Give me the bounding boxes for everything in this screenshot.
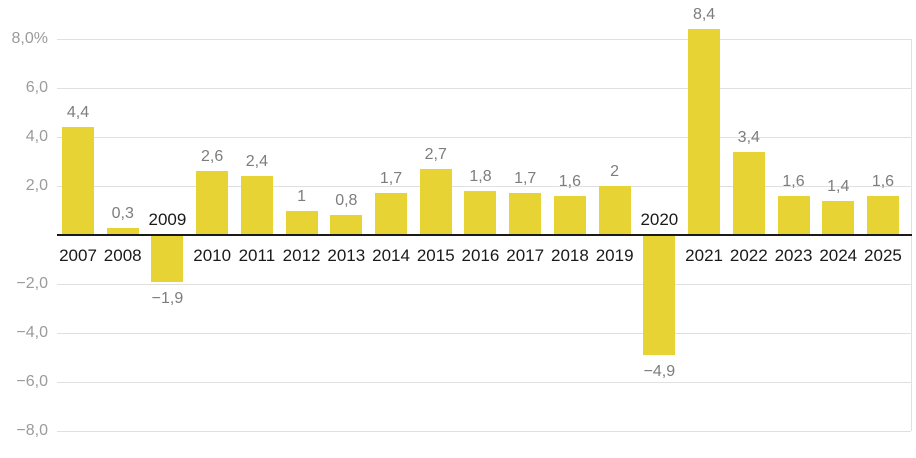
bar-2010 [196,171,229,235]
bar-value-label: 1,6 [871,172,895,190]
year-label-2022: 2022 [729,246,768,265]
year-label-2020: 2020 [640,210,679,229]
bar-2018 [553,195,586,235]
gridline [57,186,911,187]
zero-baseline [57,234,912,236]
bar-2021 [688,29,721,235]
year-label-2016: 2016 [461,246,500,265]
bar-2024 [822,200,855,235]
year-label-2009: 2009 [148,210,187,229]
y-axis-tick-label: 6,0 [25,79,48,96]
gridline [57,88,911,89]
y-axis-tick-label: −4,0 [16,324,48,341]
gridline [57,137,911,138]
bar-2017 [509,193,542,235]
year-label-2015: 2015 [416,246,455,265]
bar-2008 [106,227,139,235]
year-label-2023: 2023 [774,246,813,265]
bar-2019 [598,186,631,235]
gridline [57,431,911,432]
year-label-2025: 2025 [864,246,902,265]
bar-value-label: 1,6 [558,172,582,190]
bar-value-label: 0,8 [335,192,358,210]
bar-2020 [643,235,676,356]
bar-value-label: 2 [610,163,620,180]
bar-value-label: −1,9 [151,289,184,307]
bar-2012 [285,210,318,235]
bar-2025 [866,195,899,235]
year-label-2019: 2019 [595,246,634,265]
year-label-2007: 2007 [59,246,97,265]
bar-value-label: 2,4 [245,153,268,171]
bar-2007 [62,127,94,235]
year-label-2021: 2021 [685,246,723,265]
year-label-2011: 2011 [238,246,276,265]
bar-2009 [151,235,184,282]
bar-value-label: 4,4 [66,104,90,122]
year-label-2014: 2014 [372,246,410,265]
bar-2014 [375,193,408,235]
bar-value-label: 2,6 [201,148,224,166]
year-label-2017: 2017 [506,246,545,265]
gridline [57,284,911,285]
y-axis-tick-label: −2,0 [16,275,48,292]
y-axis-tick-label: 2,0 [25,177,48,194]
y-axis-tick-label: 4,0 [25,128,48,145]
bar-value-label: 1 [297,187,307,205]
bar-2015 [419,168,452,235]
year-label-2018: 2018 [550,246,589,265]
bar-value-label: 1,4 [827,177,850,195]
bar-value-label: 1,7 [514,170,537,188]
bar-2023 [777,195,810,235]
gridline [57,333,911,334]
year-label-2008: 2008 [103,246,142,265]
year-label-2024: 2024 [819,246,858,265]
year-label-2010: 2010 [193,246,232,265]
bar-value-label: 1,7 [379,170,403,188]
bar-value-label: 3,4 [737,128,760,146]
bar-2022 [732,151,765,235]
y-axis-tick-label: −6,0 [16,373,48,390]
bar-value-label: 0,3 [111,204,134,222]
year-label-2012: 2012 [282,246,321,265]
bar-value-label: 2,7 [424,145,447,163]
gridline [57,382,911,383]
bar-value-label: 8,4 [692,6,716,24]
bar-2016 [464,190,497,235]
y-axis-tick-label: −8,0 [16,422,48,439]
gridline [57,39,911,40]
bar-value-label: −4,9 [643,363,676,381]
bar-value-label: 1,6 [782,172,805,190]
y-axis-tick-label: 8,0% [11,30,48,47]
bar-value-label: 1,8 [469,167,492,185]
bar-2013 [330,215,363,235]
year-label-2013: 2013 [327,246,366,265]
bar-2011 [240,176,273,235]
